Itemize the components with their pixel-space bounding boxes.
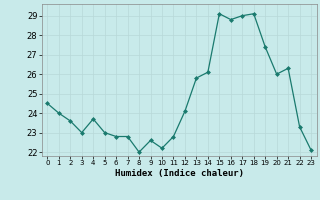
X-axis label: Humidex (Indice chaleur): Humidex (Indice chaleur)	[115, 169, 244, 178]
